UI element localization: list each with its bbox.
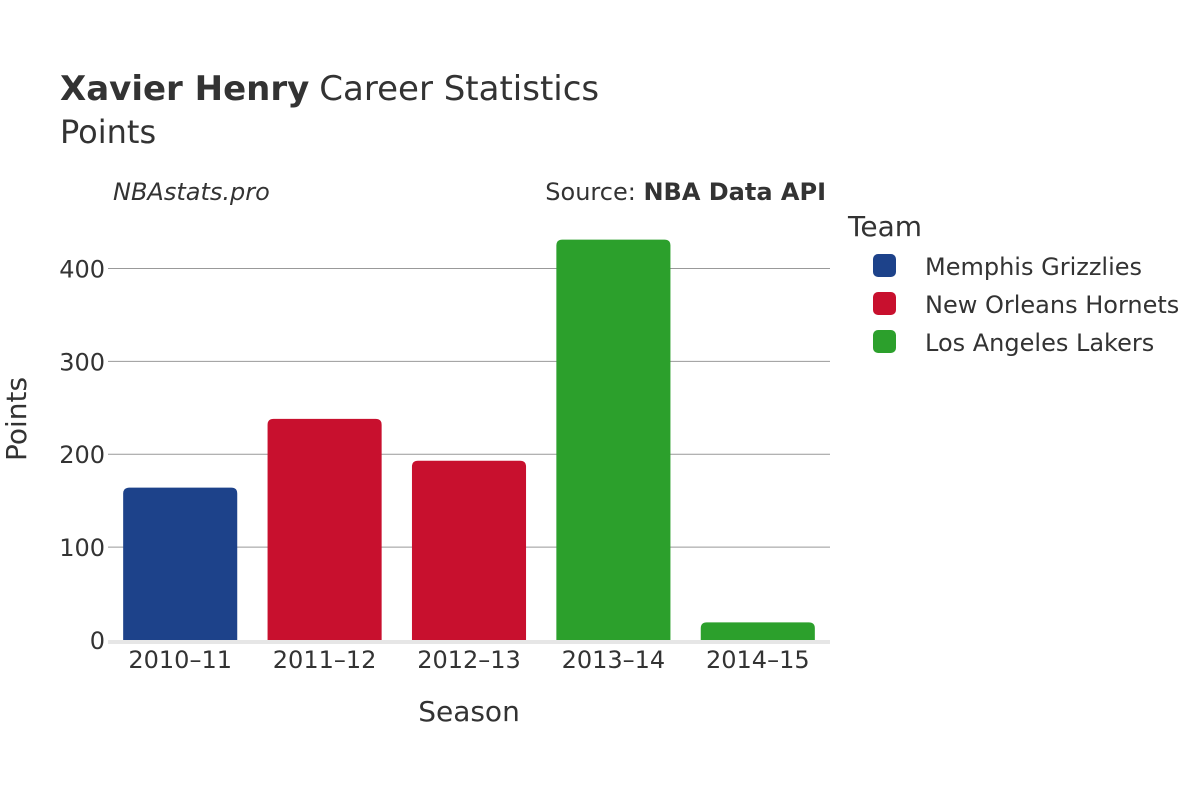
x-tick-label: 2011–12: [273, 646, 377, 674]
x-axis-title: Season: [418, 695, 520, 728]
legend-label: New Orleans Hornets: [925, 291, 1179, 319]
bar-2012–13: [411, 460, 527, 640]
x-tick-label: 2012–13: [417, 646, 521, 674]
chart-title-player: Xavier Henry: [60, 69, 309, 109]
chart-title-rest: Career Statistics: [319, 69, 599, 109]
source-credit: Source: NBA Data API: [545, 178, 826, 206]
y-axis-title: Points: [0, 377, 33, 461]
y-tick-label: 400: [59, 255, 105, 283]
bar-2011–12: [267, 418, 382, 640]
x-tick-label: 2014–15: [706, 646, 810, 674]
legend-label: Memphis Grizzlies: [925, 253, 1142, 281]
y-tick-label: 0: [90, 627, 105, 655]
x-tick-label: 2010–11: [128, 646, 232, 674]
y-tick-label: 300: [59, 348, 105, 376]
y-tick-label: 100: [59, 534, 105, 562]
source-label: Source:: [545, 178, 643, 206]
bar-2013–14: [556, 239, 671, 640]
legend-title: Team: [847, 210, 922, 243]
bars: [123, 239, 815, 640]
legend: Team Memphis Grizzlies New Orleans Hornet…: [847, 210, 1179, 357]
x-axis-ticks: 2010–11 2011–12 2012–13 2013–14 2014–15: [128, 646, 809, 674]
bar-2010–11: [123, 487, 238, 640]
legend-items: Memphis Grizzlies New Orleans Hornets Los …: [873, 253, 1179, 357]
watermark: NBAstats.pro: [113, 178, 270, 206]
y-axis-ticks: 0 100 200 300 400: [59, 255, 105, 655]
x-tick-label: 2013–14: [562, 646, 666, 674]
chart-title: Xavier Henry Career Statistics: [60, 69, 599, 109]
chart-subtitle: Points: [60, 113, 156, 151]
legend-swatch: [873, 254, 896, 277]
legend-swatch: [873, 330, 896, 353]
y-tick-label: 200: [59, 441, 105, 469]
bar-2014–15: [700, 622, 815, 640]
source-value: NBA Data API: [643, 178, 826, 206]
legend-label: Los Angeles Lakers: [925, 329, 1154, 357]
legend-swatch: [873, 292, 896, 315]
